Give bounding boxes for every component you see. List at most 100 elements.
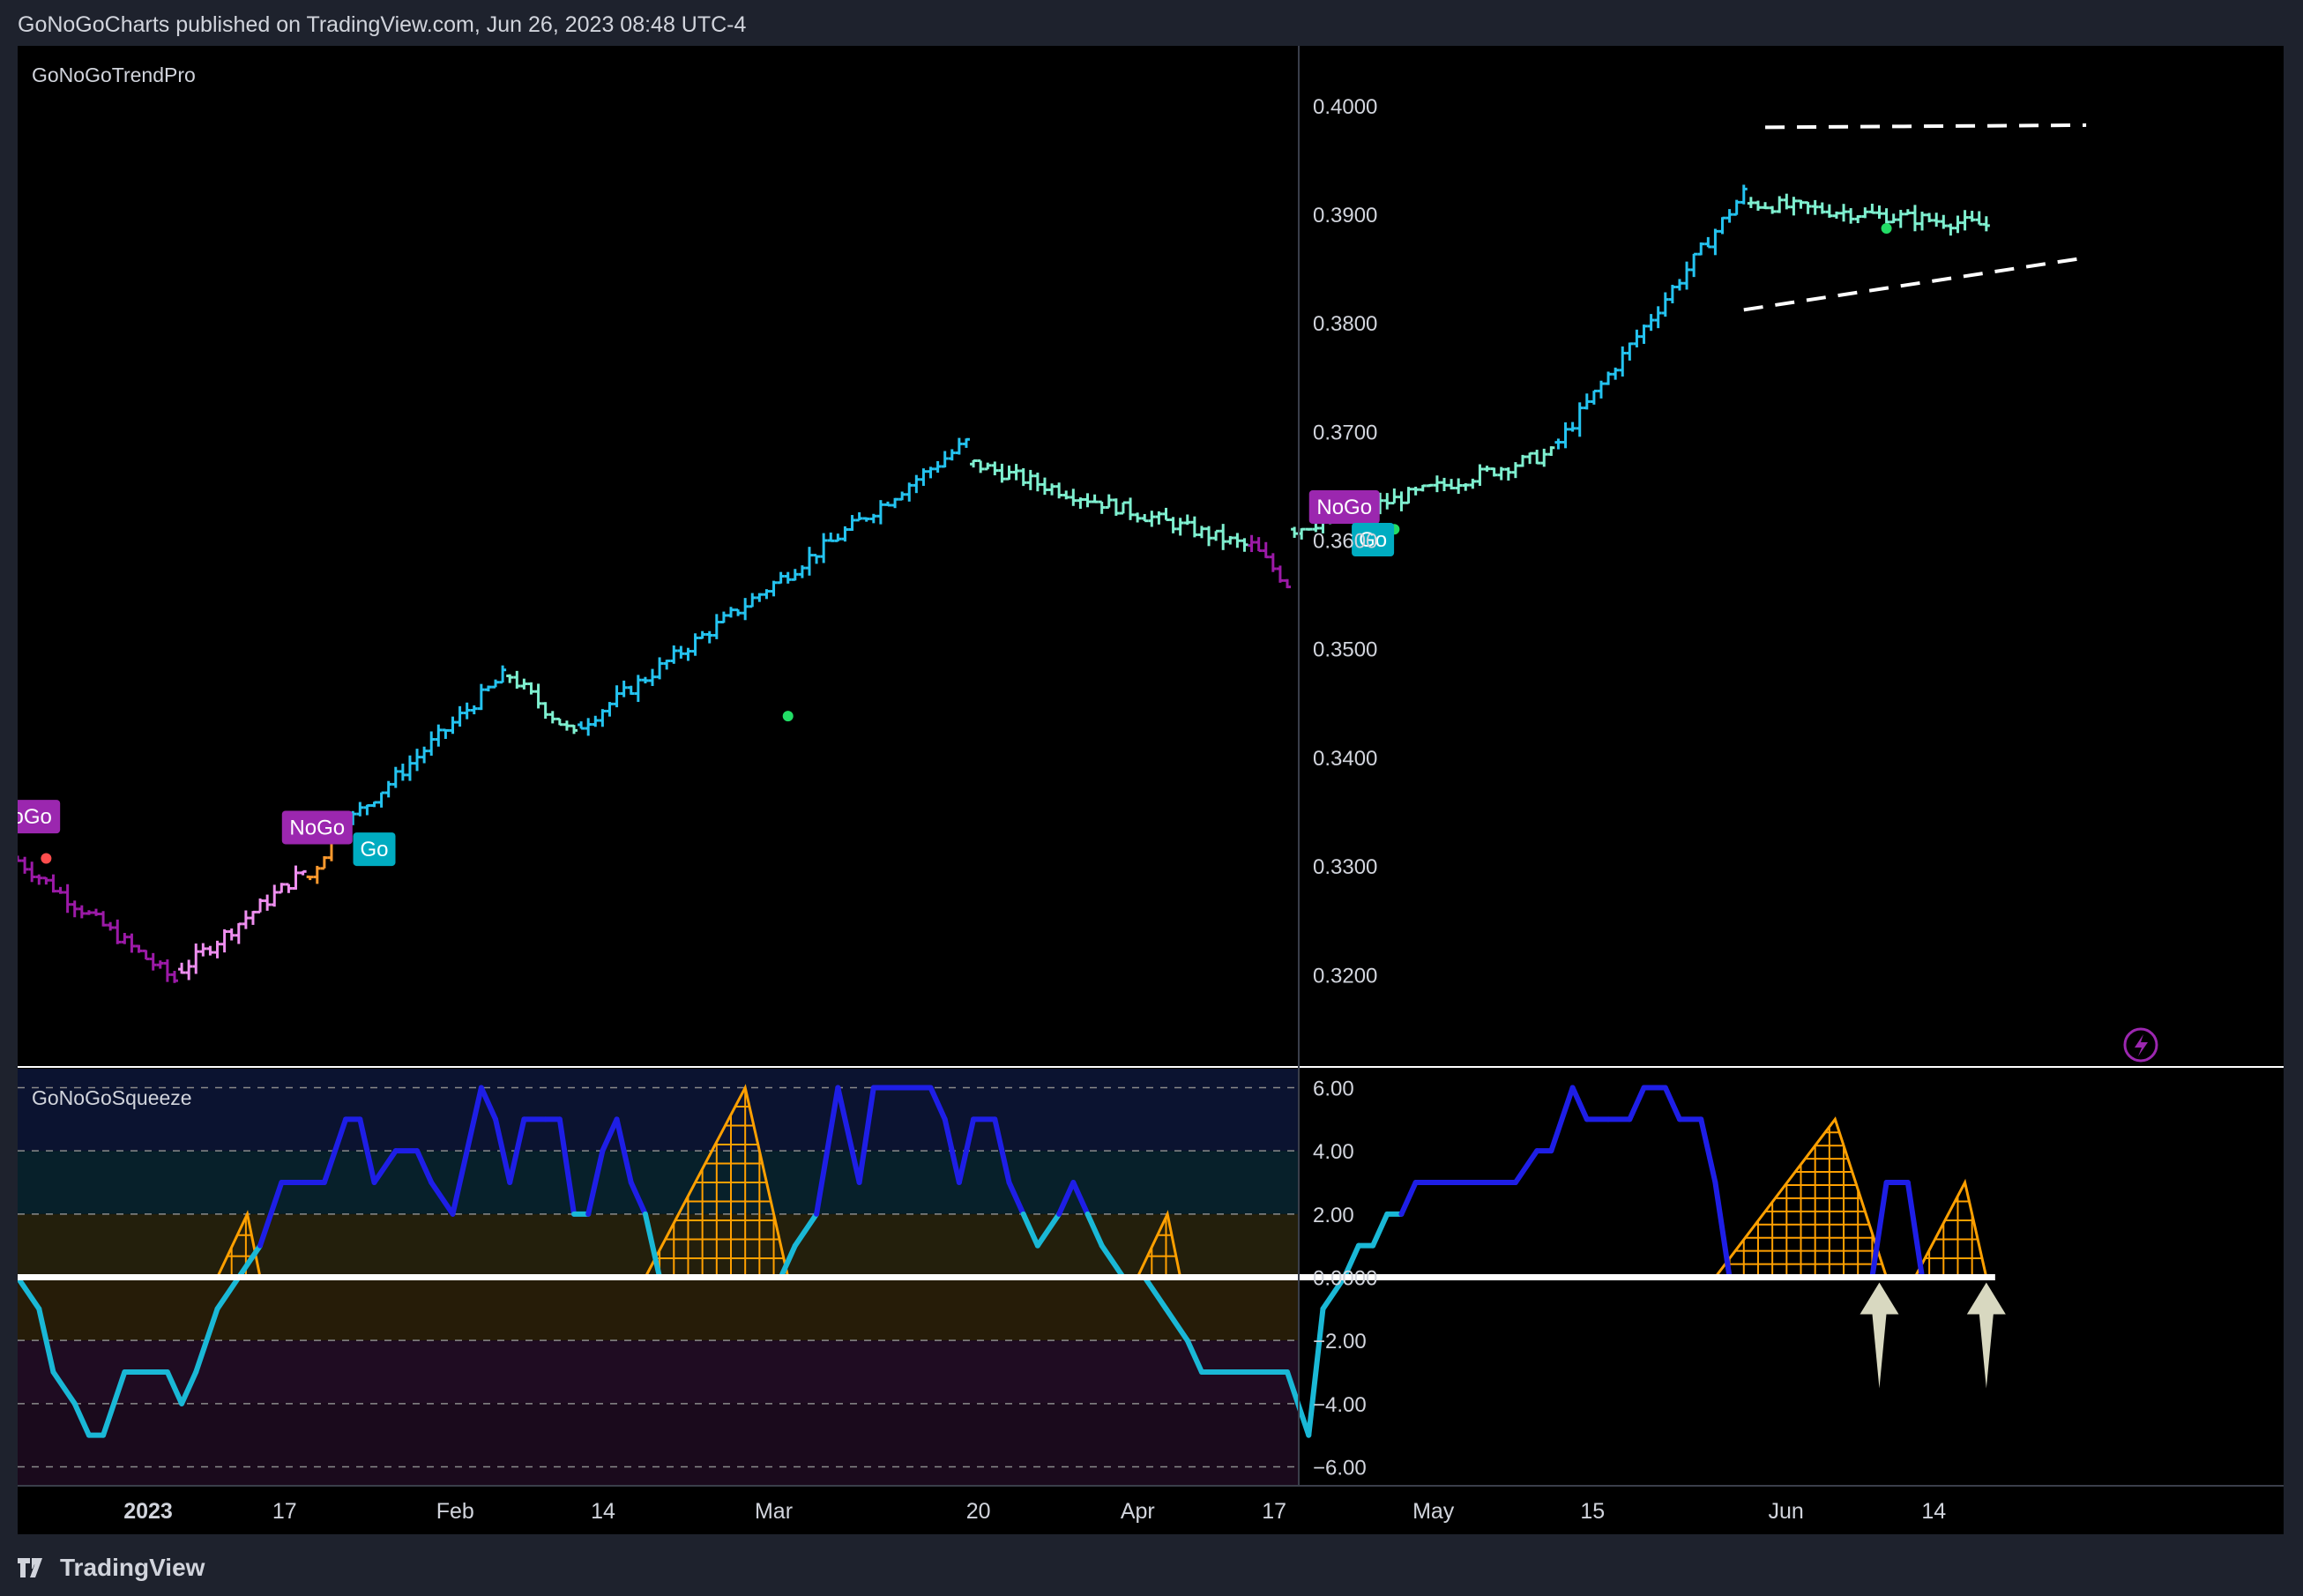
price-bar (1762, 202, 1770, 210)
price-bar (862, 517, 870, 522)
price-bar (1554, 438, 1562, 450)
price-bar (777, 571, 785, 585)
squeeze-line-segment (1142, 1274, 1169, 1312)
price-bar (1926, 213, 1934, 223)
price-bar (1740, 184, 1748, 205)
price-bar (1683, 261, 1691, 290)
price-bar (891, 497, 899, 509)
squeeze-line-segment (101, 1369, 128, 1438)
price-bar (192, 943, 200, 974)
price-bar (1868, 204, 1876, 214)
price-bar (1155, 511, 1163, 525)
price-bar (805, 547, 813, 576)
price-bar (1119, 501, 1127, 515)
price-bar (506, 674, 514, 683)
nogo-signal-label: oGo (18, 800, 61, 834)
chart-frame[interactable]: oGo NoGo Go NoGo Go 0.4000 0.3900 0.3800 0.3700… (18, 46, 2284, 1534)
price-bar (1190, 516, 1198, 538)
squeeze-line-segment (36, 1306, 56, 1375)
up-arrow-icon (1860, 1282, 1899, 1389)
squeeze-line-segment (71, 1400, 92, 1438)
price-bar (1490, 467, 1498, 477)
squeeze-line-segment (928, 1085, 948, 1122)
price-bar (1811, 199, 1819, 215)
price-bar (1219, 524, 1227, 550)
squeeze-line-segment (600, 1116, 620, 1154)
price-bar (1547, 446, 1555, 457)
squeeze-line-segment (1398, 1180, 1419, 1217)
price-bar (1769, 205, 1777, 214)
price-bar (1961, 210, 1969, 231)
price-bar (520, 678, 528, 690)
price-bar (848, 515, 856, 532)
price-bar (906, 482, 913, 502)
price-bar (1048, 483, 1056, 496)
price-bar (1241, 538, 1248, 552)
price-bar (1112, 498, 1120, 516)
price-bar (1790, 197, 1798, 216)
price-bar (634, 675, 642, 703)
squeeze-band (18, 1340, 1299, 1404)
price-bar (948, 449, 956, 461)
price-bar (1033, 472, 1041, 492)
price-bar (1576, 402, 1584, 437)
squeeze-line-segment (1306, 1306, 1326, 1438)
squeeze-line-segment (1320, 1274, 1347, 1312)
time-tick-label: 2023 (123, 1499, 173, 1524)
price-bar (1419, 484, 1427, 492)
price-bar (185, 959, 193, 981)
upper-resistance-line (1765, 123, 2087, 130)
time-tick-label: 14 (1921, 1499, 1946, 1524)
price-bar (513, 670, 521, 689)
price-bar (499, 665, 507, 684)
price-bar (28, 861, 36, 883)
squeeze-line-segment (1370, 1211, 1390, 1249)
squeeze-line-segment (235, 1242, 264, 1280)
chart-svg[interactable]: oGo NoGo Go NoGo Go 0.4000 0.3900 0.3800 0.3700… (18, 46, 2284, 1534)
price-bar (1476, 464, 1484, 487)
time-tick-label: Apr (1121, 1499, 1155, 1524)
price-bar (142, 949, 150, 961)
price-bar (170, 971, 178, 983)
go-signal-label: Go (1352, 523, 1395, 556)
price-bar (242, 910, 250, 929)
price-bar (1797, 199, 1805, 209)
squeeze-line-segment (478, 1085, 499, 1122)
squeeze-line-segment (585, 1148, 606, 1217)
price-bar (18, 855, 21, 862)
price-bar (449, 716, 457, 735)
price-bar (235, 922, 242, 944)
squeeze-line-segment (464, 1085, 484, 1154)
price-bar (370, 801, 378, 808)
price-bar (934, 460, 942, 474)
price-bar (1455, 478, 1463, 495)
price-bar (1626, 342, 1634, 361)
price-bar (1276, 565, 1284, 583)
squeeze-line-segment (371, 1148, 399, 1185)
price-bar (998, 463, 1006, 483)
price-bar (128, 933, 136, 953)
price-bar (1441, 477, 1448, 491)
price-bar (1718, 216, 1726, 235)
price-bar (384, 780, 392, 798)
price-bar (1832, 211, 1840, 220)
price-bar (641, 676, 649, 684)
price-bar (1897, 209, 1904, 228)
price-bar (756, 593, 764, 602)
price-bar (1269, 553, 1277, 572)
squeeze-line-segment (1056, 1180, 1077, 1217)
squeeze-line-segment (556, 1116, 578, 1217)
price-bar (1226, 535, 1234, 545)
squeeze-tick-label: 6.00 (1313, 1078, 1354, 1101)
price-bar (1511, 462, 1519, 479)
price-bar (1233, 533, 1241, 548)
svg-text:NoGo: NoGo (289, 816, 345, 839)
price-bar (1091, 494, 1099, 503)
price-bar (292, 865, 300, 890)
squeeze-line-segment (792, 1211, 820, 1249)
price-bar (1026, 469, 1034, 490)
price-bar (1675, 279, 1683, 291)
price-bar (898, 491, 906, 501)
price-bar (1982, 216, 1990, 232)
price-bar (712, 614, 720, 639)
